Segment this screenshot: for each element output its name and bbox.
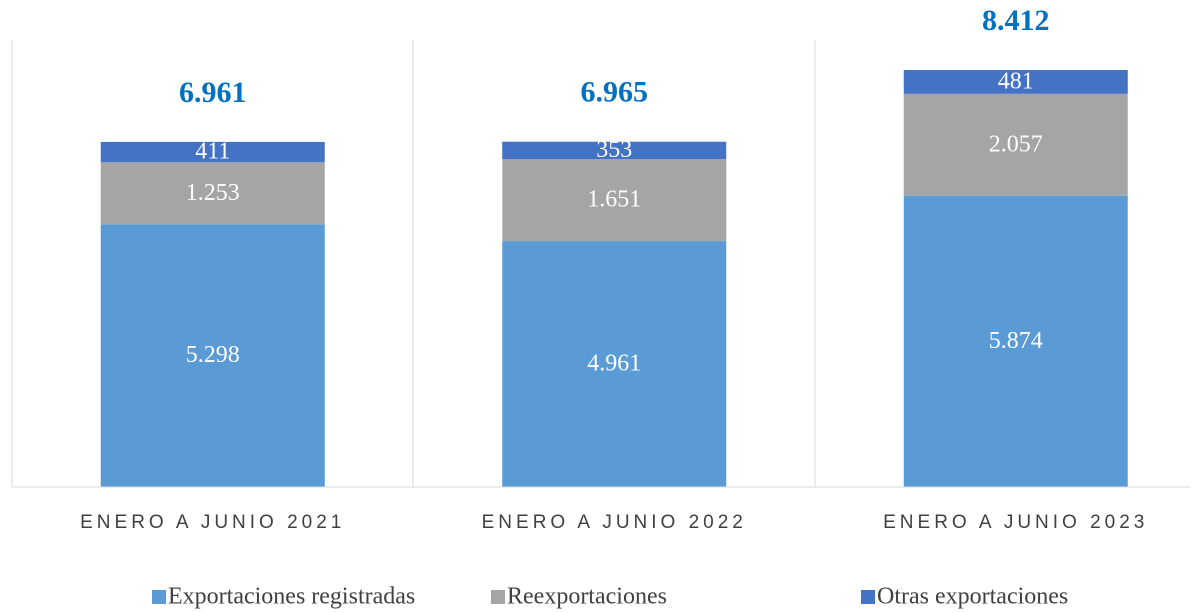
- bar-segment: [502, 141, 727, 160]
- legend-swatch: [152, 590, 166, 604]
- x-tick-label: ENERO A JUNIO 2022: [482, 512, 747, 533]
- legend-swatch: [491, 590, 505, 604]
- total-label: 6.961: [179, 76, 247, 109]
- total-label: 6.965: [581, 76, 649, 109]
- legend-label: Reexportaciones: [507, 584, 667, 610]
- x-tick-label: ENERO A JUNIO 2021: [80, 512, 345, 533]
- value-label: 353: [596, 137, 632, 163]
- bar-segment: [903, 93, 1128, 196]
- x-tick-label: ENERO A JUNIO 2023: [883, 512, 1148, 533]
- value-label: 1.253: [186, 180, 240, 206]
- bar-segment: [502, 241, 727, 487]
- bar-segment: [100, 141, 325, 163]
- total-label: 8.412: [982, 4, 1050, 37]
- value-label: 1.651: [587, 187, 641, 213]
- bar-segment: [502, 159, 727, 242]
- value-label: 481: [998, 68, 1034, 94]
- legend-label: Exportaciones registradas: [168, 584, 415, 610]
- bar-segment: [903, 195, 1128, 487]
- legend-label: Otras exportaciones: [877, 584, 1068, 610]
- value-label: 411: [195, 139, 230, 165]
- legend-swatch: [861, 590, 875, 604]
- value-label: 2.057: [989, 131, 1043, 157]
- bar-segment: [903, 70, 1128, 94]
- value-label: 5.298: [186, 342, 240, 368]
- value-label: 4.961: [587, 351, 641, 377]
- bar-segment: [100, 224, 325, 488]
- value-label: 5.874: [989, 328, 1043, 354]
- bar-segment: [100, 162, 325, 225]
